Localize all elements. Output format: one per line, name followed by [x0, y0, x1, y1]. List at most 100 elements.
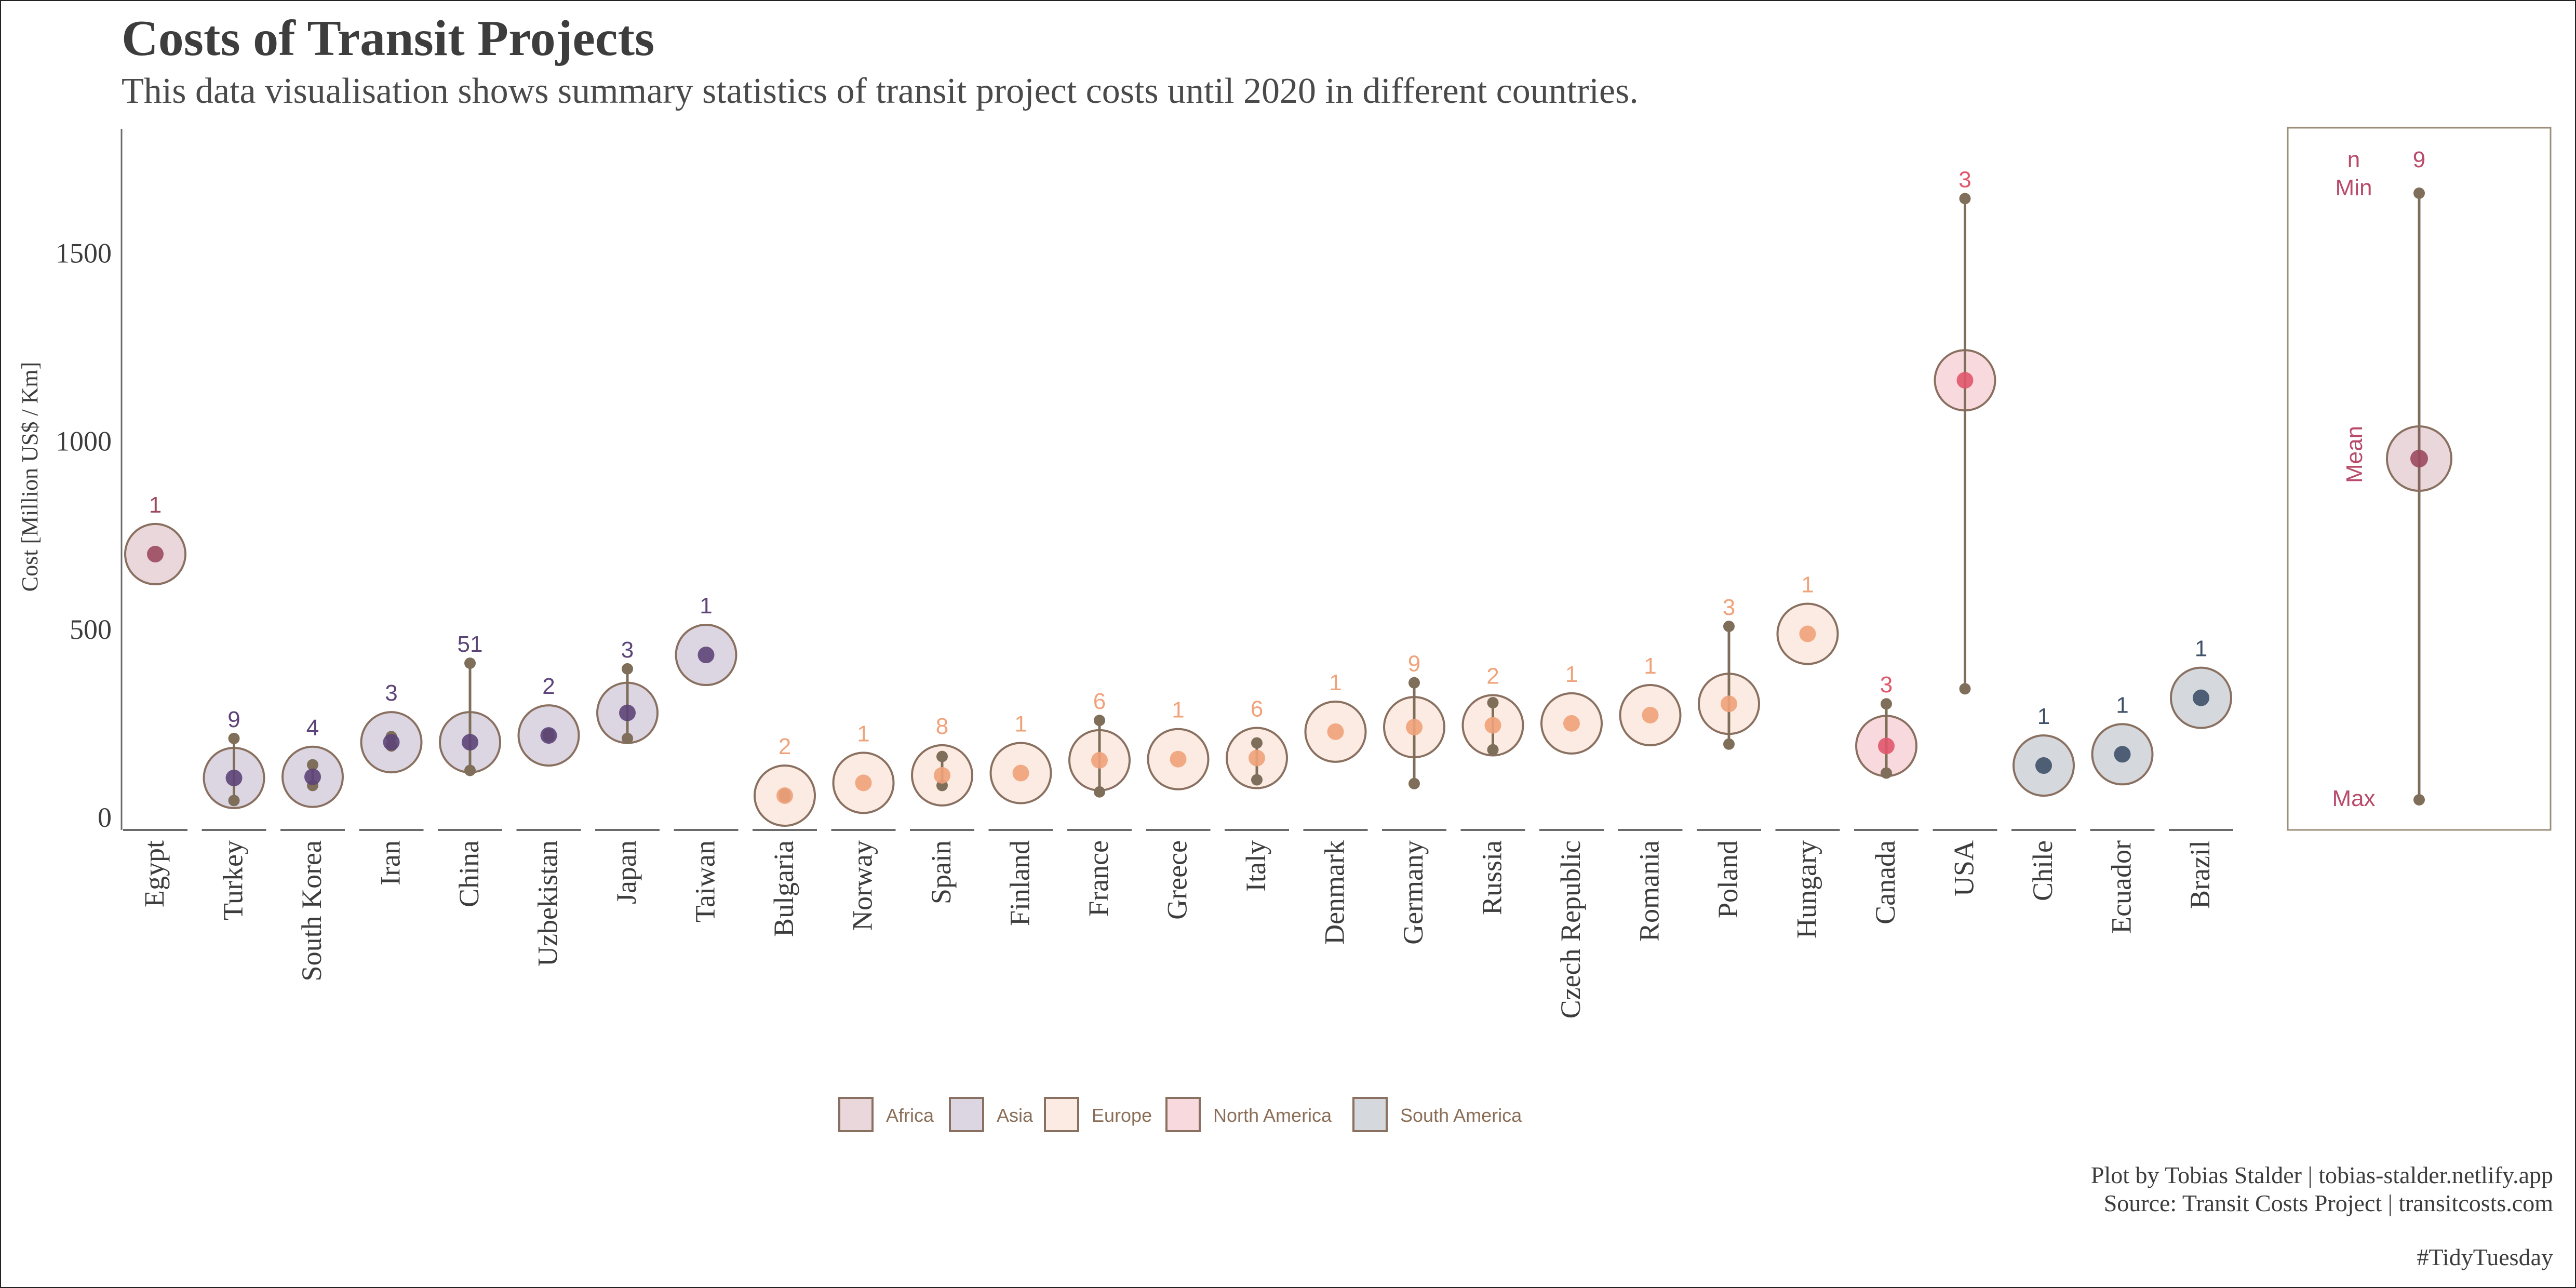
max-point [1094, 715, 1105, 727]
mean-point [225, 769, 243, 786]
n-label: 1 [2195, 636, 2207, 662]
country-group-hungary: 1 Hungary [1775, 572, 1840, 938]
country-group-russia: 2 Russia [1460, 664, 1525, 915]
x-tick-label: Turkey [218, 840, 249, 920]
country-group-finland: 1 Finland [988, 712, 1053, 926]
n-label: 8 [936, 714, 948, 739]
legend-swatch [949, 1097, 984, 1132]
max-point [1251, 737, 1263, 749]
x-tick-label: Japan [611, 840, 642, 904]
mean-point [1406, 719, 1423, 736]
x-tick-label: South Korea [296, 840, 327, 981]
mean-point [1956, 372, 1974, 389]
n-label: 1 [2116, 692, 2128, 718]
max-point [228, 732, 240, 744]
n-label: 4 [306, 715, 319, 741]
key-mean-point [2410, 450, 2428, 467]
mean-point [147, 545, 164, 562]
country-groups: 1 Egypt 9 Turkey 4 South Korea 3 Iran 51 China 2 Uz… [123, 167, 2233, 1018]
x-tick-label: Romania [1634, 840, 1665, 942]
key-min-label: Min [2336, 175, 2372, 200]
legend-swatch [838, 1097, 874, 1132]
legend-item-europe: Europe [1044, 1097, 1152, 1132]
min-point [1881, 767, 1892, 779]
n-label: 2 [779, 734, 791, 759]
country-group-germany: 9 Germany [1382, 651, 1446, 945]
mean-point [697, 647, 715, 664]
x-tick-label: Uzbekistan [532, 840, 564, 967]
legend-swatch [1165, 1097, 1201, 1132]
min-point [1723, 738, 1735, 750]
mean-point [2193, 689, 2209, 706]
mean-point [934, 767, 950, 784]
country-group-uzbekistan: 2 Uzbekistan [516, 674, 581, 967]
key-mean-label: Mean [2342, 426, 2367, 483]
x-tick-label: Chile [2027, 840, 2058, 901]
n-label: 6 [1251, 696, 1263, 722]
x-tick-label: Greece [1162, 840, 1193, 920]
mean-point [2114, 746, 2131, 763]
mean-point [776, 787, 793, 804]
caption-credit: Plot by Tobias Stalder | tobias-stalder.… [2090, 1162, 2553, 1188]
key-max-point [2413, 794, 2425, 806]
legend-item-north-america: North America [1165, 1097, 1332, 1132]
country-group-turkey: 9 Turkey [202, 707, 266, 920]
country-group-taiwan: 1 Taiwan [674, 593, 739, 922]
mean-point [1563, 715, 1580, 732]
x-tick-label: Iran [375, 840, 406, 886]
mean-point [383, 734, 400, 751]
min-point [1251, 774, 1263, 786]
n-label: 1 [1172, 697, 1184, 723]
mean-point [1327, 723, 1344, 740]
min-point [1959, 683, 1971, 695]
mean-point [1091, 752, 1108, 769]
key-box [2287, 127, 2552, 831]
n-label: 1 [149, 492, 162, 518]
x-tick-label: Canada [1870, 840, 1901, 924]
max-point [307, 759, 318, 771]
max-point [1959, 193, 1971, 205]
country-group-norway: 1 Norway [831, 721, 896, 931]
legend-label: Europe [1092, 1105, 1152, 1126]
key-panel: n 9 Min Mean Max [2287, 127, 2552, 831]
country-group-brazil: 1 Brazil [2169, 636, 2233, 909]
max-point [1408, 677, 1420, 689]
n-label: 9 [227, 707, 240, 732]
max-point [464, 657, 476, 669]
x-tick-label: Czech Republic [1555, 840, 1586, 1018]
x-tick-label: Denmark [1319, 840, 1350, 945]
country-group-czech-republic: 1 Czech Republic [1539, 662, 1604, 1018]
n-label: 3 [1880, 672, 1893, 697]
country-group-poland: 3 Poland [1697, 595, 1761, 918]
mean-point [1249, 749, 1265, 767]
country-group-south-korea: 4 South Korea [280, 715, 345, 981]
caption-source: Source: Transit Costs Project | transitc… [2103, 1190, 2553, 1216]
x-tick-label: Spain [925, 840, 957, 904]
mean-point [1012, 764, 1029, 782]
axes: 0 500 1000 1500 Cost [Million US$ / Km] [17, 129, 123, 833]
n-label: 9 [1408, 651, 1420, 677]
country-group-usa: 3 USA [1933, 167, 1997, 896]
max-point [622, 663, 633, 675]
key-n-label: n [2347, 147, 2360, 172]
country-group-canada: 3 Canada [1854, 672, 1918, 924]
legend-label: Asia [997, 1105, 1034, 1126]
n-label: 51 [458, 632, 483, 657]
n-label: 1 [1014, 712, 1027, 737]
x-tick-label: Russia [1477, 840, 1508, 915]
legend-item-africa: Africa [838, 1097, 934, 1132]
mean-point [1170, 750, 1187, 768]
country-group-china: 51 China [438, 632, 502, 907]
n-label: 1 [1329, 670, 1341, 695]
x-tick-label: Bulgaria [768, 840, 799, 937]
legend-label: Africa [886, 1105, 934, 1126]
country-group-egypt: 1 Egypt [123, 492, 187, 907]
mean-point [462, 734, 478, 751]
min-point [1487, 744, 1499, 756]
y-tick-label: 1000 [56, 426, 112, 457]
n-label: 2 [542, 674, 555, 699]
min-point [1408, 777, 1420, 789]
hashtag: #TidyTuesday [2417, 1244, 2553, 1270]
